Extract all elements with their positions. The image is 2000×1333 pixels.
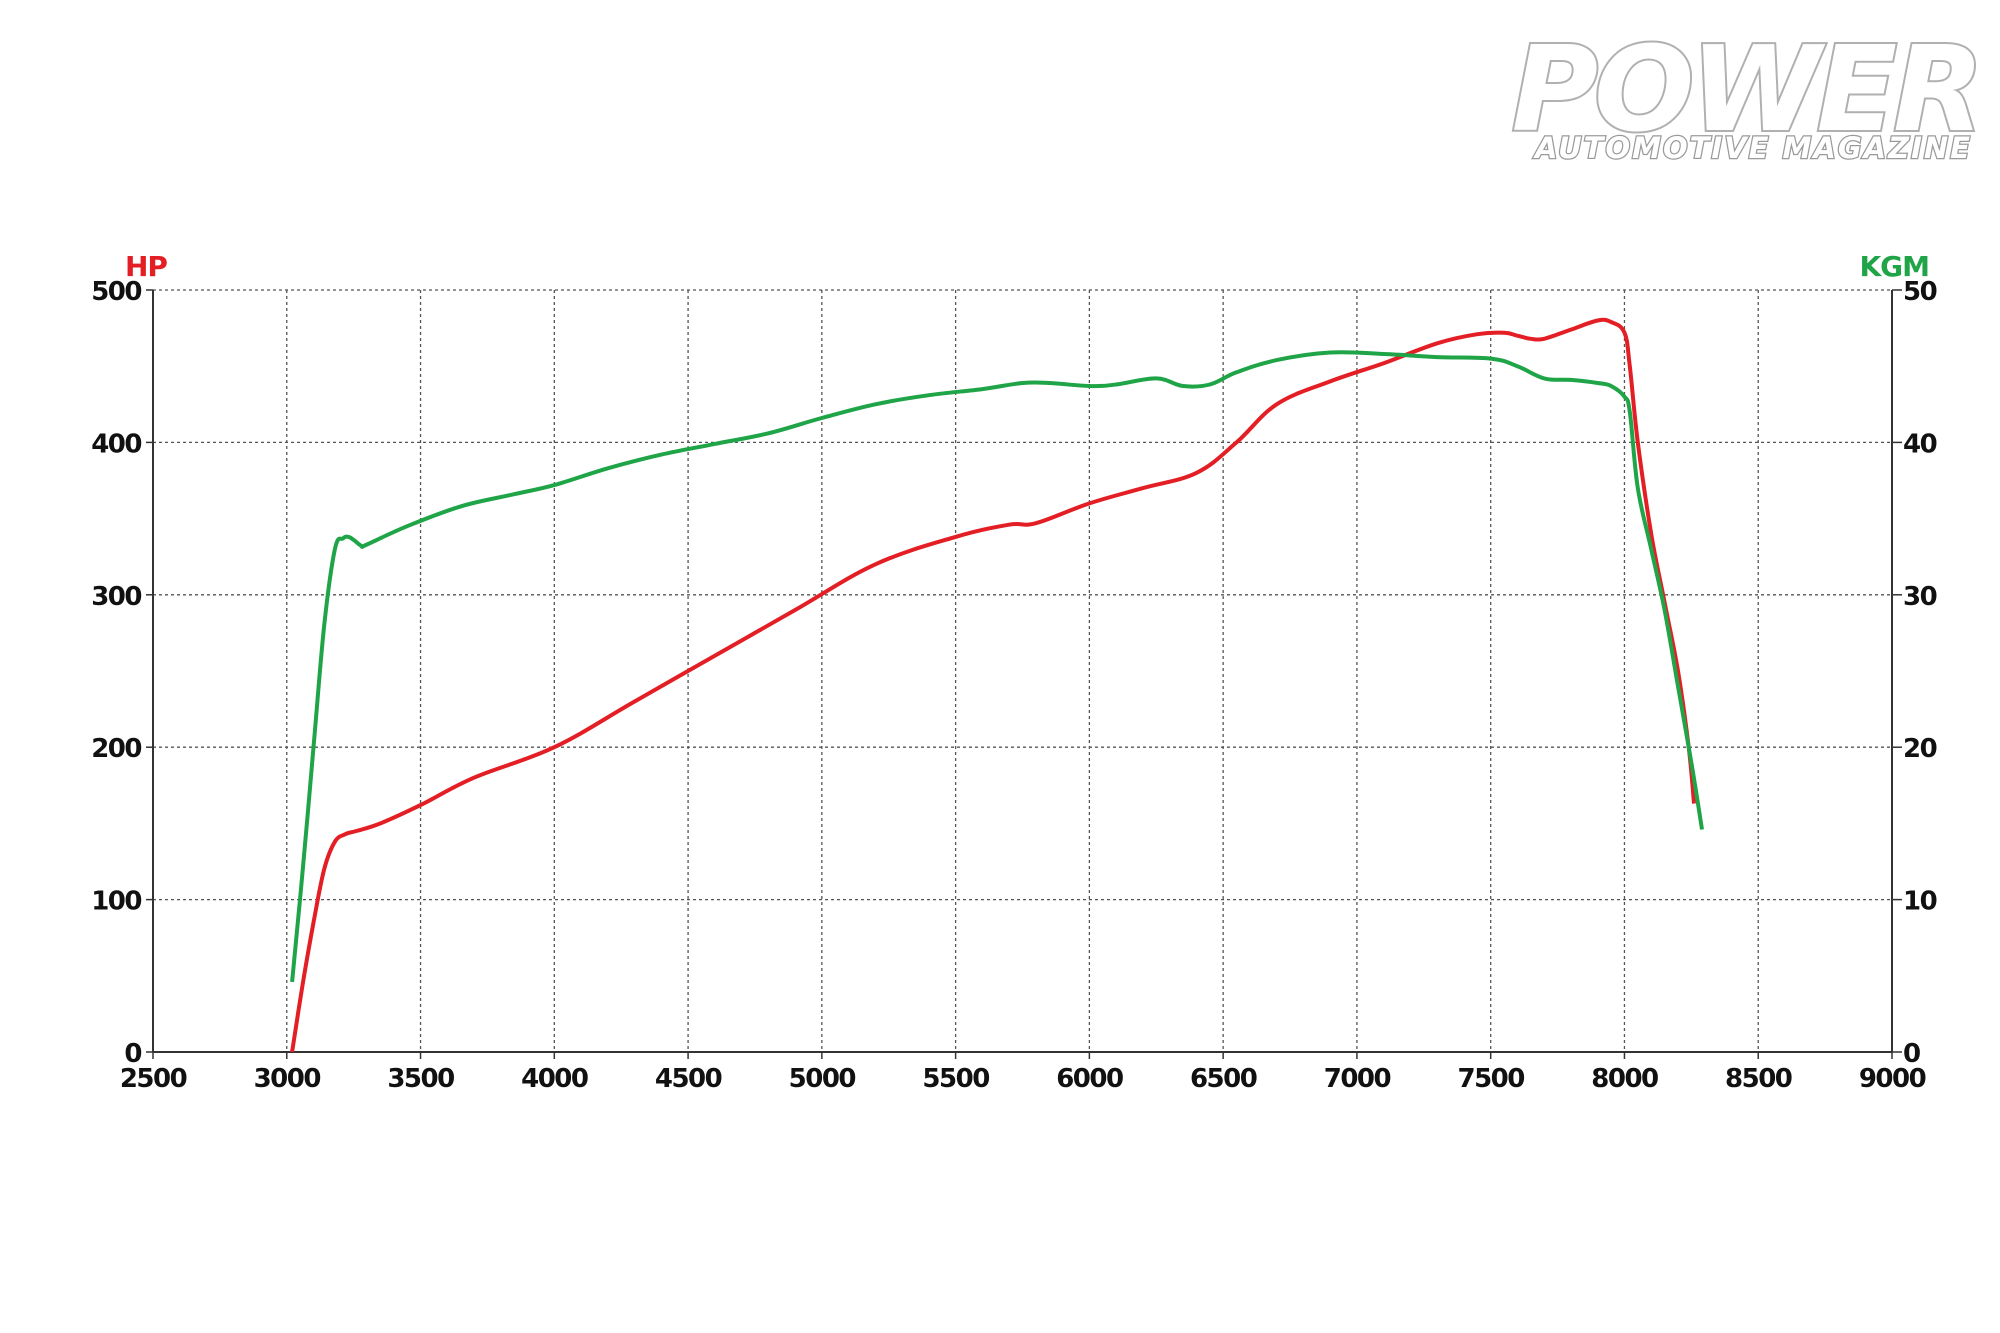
x-tick-label-4000: 4000	[521, 1064, 588, 1094]
tick-labels: 2500 3000 3500 4000 4500 5000 5500 6000 6500 7000…	[91, 250, 1938, 1094]
right-tick-label-20: 20	[1903, 734, 1937, 764]
grid	[153, 289, 1892, 1052]
right-axis-title: KGM	[1859, 250, 1929, 283]
right-tick-label-0: 0	[1903, 1039, 1920, 1069]
left-tick-label-0: 0	[124, 1039, 141, 1069]
series	[290, 317, 1704, 1053]
x-tick-label-5500: 5500	[922, 1064, 989, 1094]
x-tick-label-8000: 8000	[1591, 1064, 1658, 1094]
right-tick-label-30: 30	[1903, 582, 1937, 612]
left-tick-label-400: 400	[91, 429, 141, 459]
hp-series-line	[290, 317, 1696, 1053]
axes	[146, 289, 1902, 1059]
x-tick-label-6500: 6500	[1190, 1064, 1257, 1094]
x-tick-label-3000: 3000	[254, 1064, 321, 1094]
x-tick-label-7000: 7000	[1324, 1064, 1391, 1094]
kgm-series-line	[290, 350, 1704, 983]
left-tick-label-100: 100	[91, 887, 141, 917]
x-tick-label-3500: 3500	[387, 1064, 454, 1094]
x-tick-label-5000: 5000	[789, 1064, 856, 1094]
x-tick-label-2500: 2500	[120, 1064, 187, 1094]
left-axis-title: HP	[125, 250, 167, 283]
logo-subtitle: AUTOMOTIVE MAGAZINE	[1533, 131, 1972, 165]
left-tick-label-300: 300	[91, 582, 141, 612]
logo-title: POWER	[1512, 20, 1980, 158]
right-tick-label-40: 40	[1903, 429, 1937, 459]
x-tick-label-8500: 8500	[1725, 1064, 1792, 1094]
x-tick-label-4500: 4500	[655, 1064, 722, 1094]
x-tick-label-6000: 6000	[1056, 1064, 1123, 1094]
right-tick-label-50: 50	[1903, 277, 1937, 307]
left-tick-label-500: 500	[91, 277, 141, 307]
x-tick-label-7500: 7500	[1458, 1064, 1525, 1094]
power-logo: POWER AUTOMOTIVE MAGAZINE	[1510, 18, 1986, 166]
left-tick-label-200: 200	[91, 734, 141, 764]
x-tick-label-9000: 9000	[1859, 1064, 1926, 1094]
right-tick-label-10: 10	[1903, 887, 1937, 917]
